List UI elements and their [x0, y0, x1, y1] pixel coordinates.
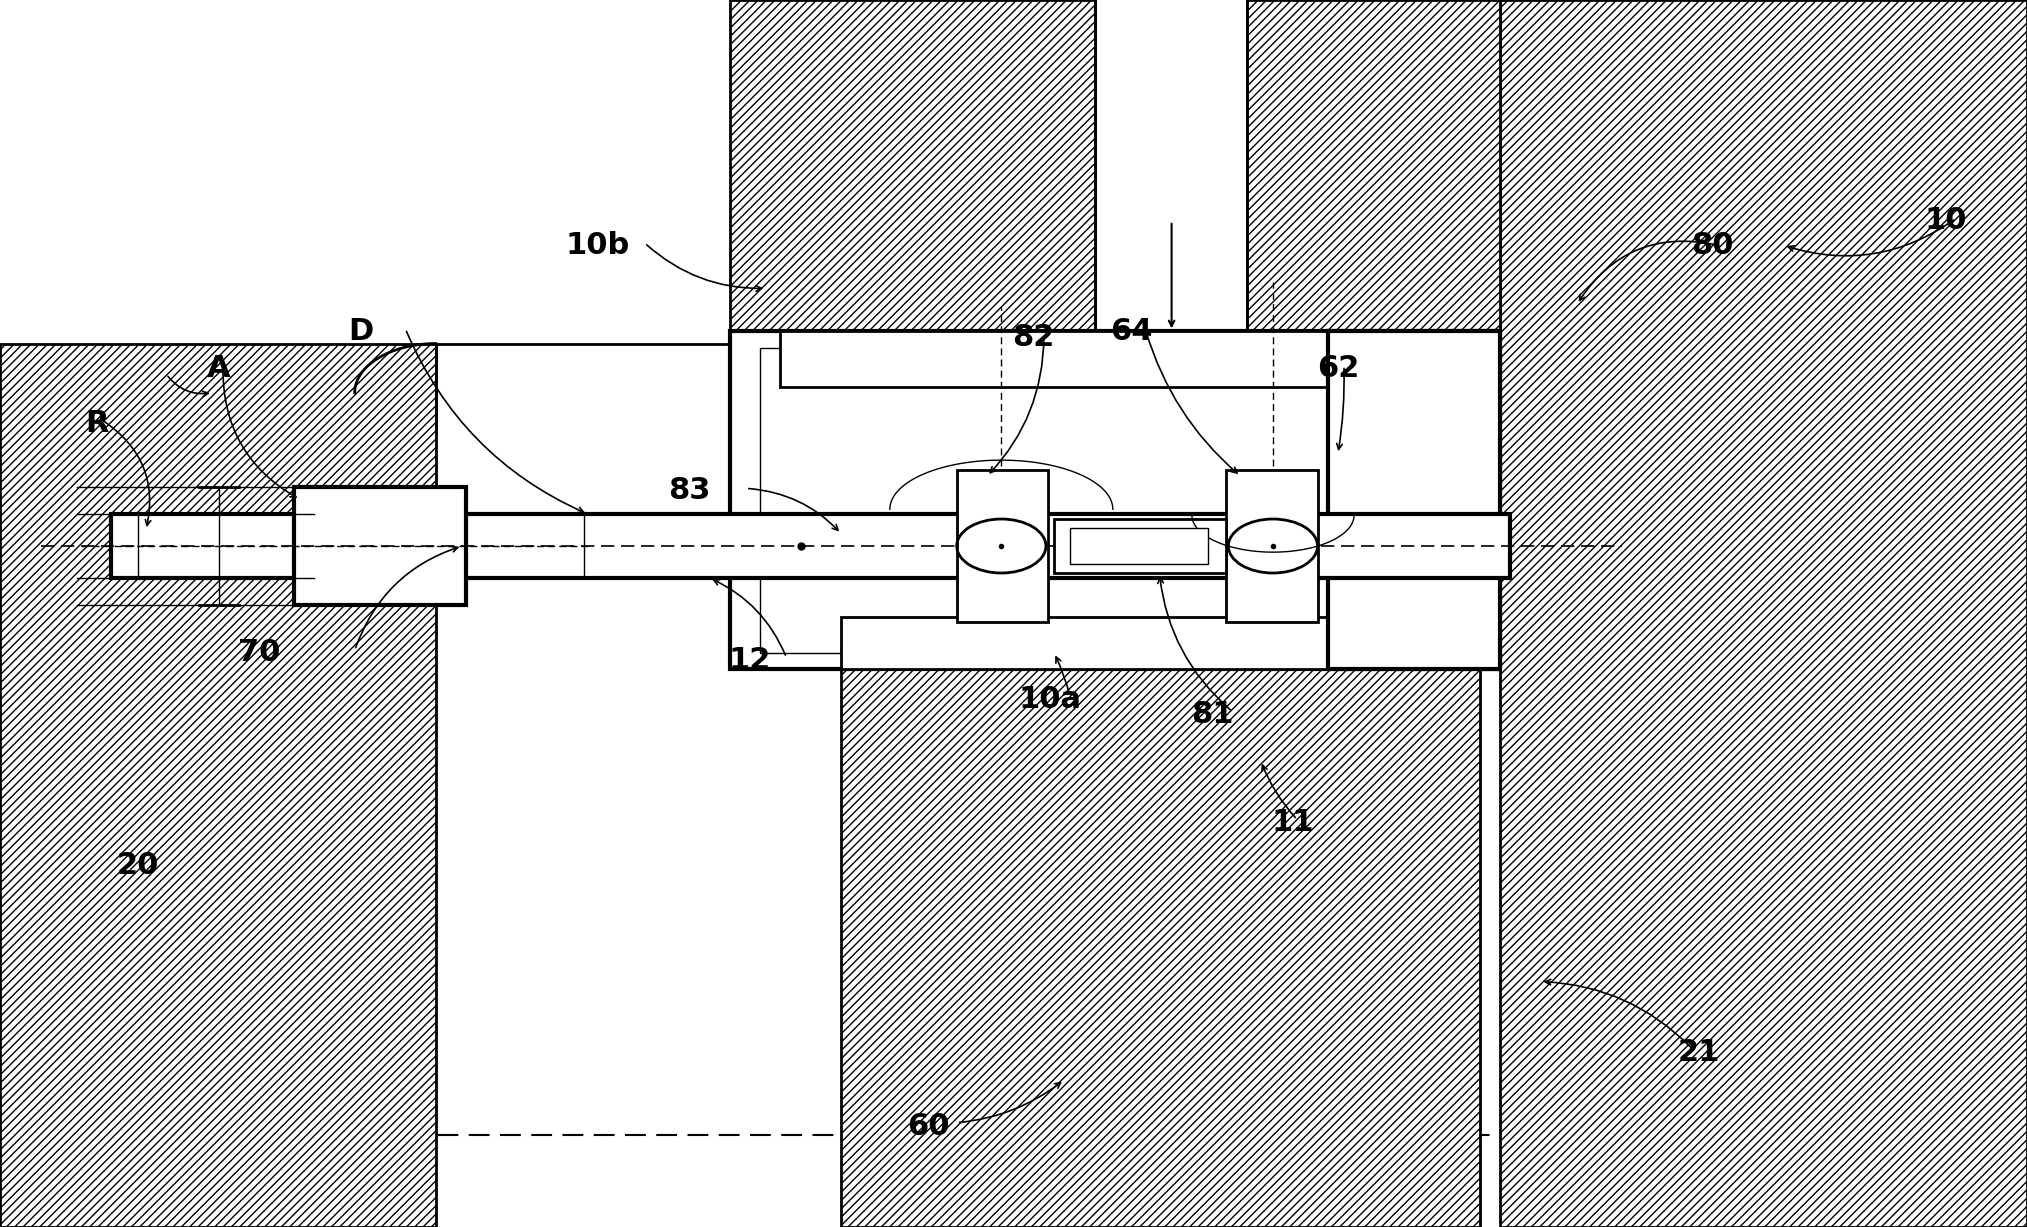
Text: 82: 82 — [1014, 323, 1054, 352]
Text: 11: 11 — [1273, 807, 1313, 837]
Text: 10: 10 — [1926, 206, 1966, 236]
Text: 10b: 10b — [566, 231, 630, 260]
Bar — [1328, 331, 1500, 669]
Text: R: R — [85, 409, 109, 438]
Bar — [294, 487, 466, 605]
Text: 83: 83 — [669, 476, 709, 506]
Bar — [1054, 519, 1226, 573]
Text: 10a: 10a — [1018, 685, 1082, 714]
Text: 21: 21 — [1678, 1038, 1719, 1067]
Bar — [957, 470, 1048, 622]
Polygon shape — [1247, 0, 1500, 331]
Text: A: A — [207, 353, 231, 383]
Text: 64: 64 — [1111, 317, 1151, 346]
Text: 20: 20 — [118, 850, 158, 880]
Bar — [1226, 470, 1318, 622]
Text: 60: 60 — [908, 1112, 949, 1141]
Bar — [1500, 0, 2027, 1227]
Text: 12: 12 — [730, 645, 770, 675]
Bar — [760, 348, 1470, 653]
Text: 80: 80 — [1693, 231, 1733, 260]
Bar — [841, 617, 1459, 669]
Text: 62: 62 — [1318, 353, 1358, 383]
Bar — [730, 331, 1500, 669]
Bar — [841, 669, 1480, 1227]
Bar — [0, 344, 436, 1227]
Bar — [730, 515, 811, 577]
Bar — [780, 331, 1459, 387]
Text: 70: 70 — [239, 638, 280, 667]
Bar — [111, 514, 1510, 578]
Bar — [1070, 528, 1208, 564]
Polygon shape — [730, 0, 1095, 331]
Text: D: D — [349, 317, 373, 346]
Text: 81: 81 — [1192, 699, 1232, 729]
